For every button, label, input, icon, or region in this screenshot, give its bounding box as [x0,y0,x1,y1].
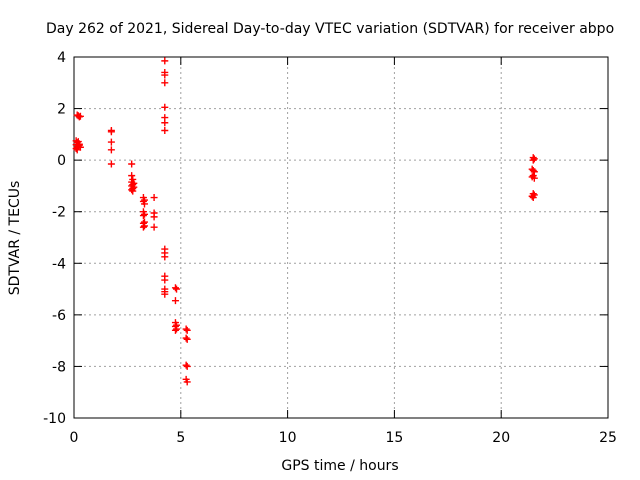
data-point [171,297,179,305]
data-point [139,212,147,220]
y-tick-labels: -10 -8 -6 -4 -2 0 2 4 [43,50,66,427]
x-tick-label: 15 [385,430,403,446]
data-point [528,192,536,200]
y-tick-label: -4 [52,256,66,272]
data-point [72,137,80,145]
data-point [128,160,136,168]
data-point [107,160,115,168]
x-tick-labels: 0 5 10 15 20 25 [70,430,617,446]
data-point [182,361,190,369]
data-point [183,326,191,334]
data-point [171,326,179,334]
data-point [139,223,147,231]
x-tick-label: 0 [70,430,79,446]
data-point [161,276,169,284]
data-point [73,146,81,154]
y-tick-label: -10 [43,411,66,427]
data-point [161,79,169,87]
data-point [530,174,538,182]
data-point [150,194,158,202]
data-point [129,187,137,195]
data-points [72,57,538,386]
data-point [140,200,148,208]
data-point [183,362,191,370]
data-point [161,57,169,65]
data-point [182,325,190,333]
x-tick-label: 10 [279,430,297,446]
grid-lines [74,57,608,418]
data-point [140,222,148,230]
data-point [161,71,169,79]
data-point [107,146,115,154]
y-tick-label: -2 [52,205,66,221]
y-tick-label: 2 [57,102,66,118]
data-point [161,103,169,111]
data-point [173,325,181,333]
data-point [128,172,136,180]
data-point [130,183,138,191]
data-point [183,335,191,343]
data-point [529,156,537,164]
data-point [161,119,169,127]
data-point [182,334,190,342]
data-point [161,253,169,261]
y-tick-label: 4 [57,50,66,66]
data-point [76,112,84,120]
axis-ticks [73,56,609,419]
data-point [530,168,538,176]
data-point [529,194,537,202]
x-tick-label: 20 [492,430,510,446]
data-point [183,378,191,386]
data-point [530,155,538,163]
x-tick-label: 5 [176,430,185,446]
y-axis-label: SDTVAR / TECUs [7,181,23,296]
data-point [173,285,181,293]
x-axis-label: GPS time / hours [281,458,398,474]
data-point [171,284,179,292]
x-tick-label: 25 [599,430,617,446]
data-point [107,128,115,136]
data-point [140,210,148,218]
y-tick-label: -8 [52,359,66,375]
plot-frame [73,56,609,419]
data-point [161,290,169,298]
data-point [150,223,158,231]
chart-title: Day 262 of 2021, Sidereal Day-to-day VTE… [46,21,614,37]
y-tick-label: -6 [52,308,66,324]
data-point [150,213,158,221]
y-tick-label: 0 [57,153,66,169]
data-point [107,138,115,146]
data-point [161,126,169,134]
